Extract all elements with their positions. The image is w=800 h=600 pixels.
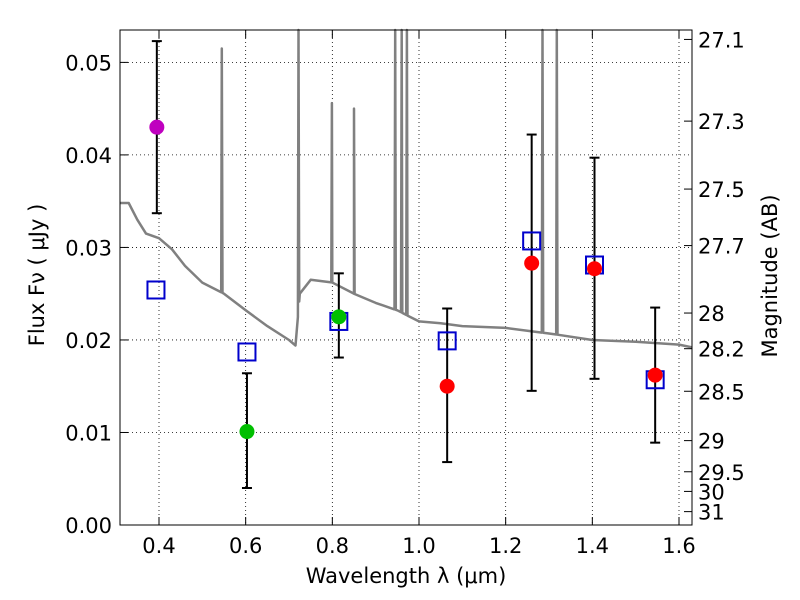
right-tick-label: 28 [698, 302, 725, 326]
observed-point [524, 255, 540, 271]
y-axis-label: Flux Fν ( μJy ) [25, 204, 49, 347]
right-tick-label: 30 [698, 480, 725, 504]
x-tick-label: 0.4 [142, 534, 175, 558]
y-tick-label: 0.04 [65, 144, 112, 168]
x-tick-label: 0.6 [229, 534, 262, 558]
right-tick-label: 28.5 [698, 380, 745, 404]
observed-point [149, 119, 165, 135]
model-photometry-square [146, 280, 166, 300]
observed-point [647, 367, 663, 383]
model-photometry-square [237, 342, 257, 362]
axis-ticks: 0.4 0.6 0.8 1.0 1.2 1.4 1.6 0.00 0.01 0.02 0.03 0.0… [65, 28, 745, 558]
right-tick-label: 29 [698, 430, 725, 454]
observed-point [587, 261, 602, 277]
x-tick-label: 0.8 [316, 534, 349, 558]
observed-point [331, 309, 347, 325]
y-tick-label: 0.03 [65, 236, 112, 260]
right-tick-label: 27.7 [698, 235, 745, 259]
right-tick-label: 27.3 [698, 110, 745, 134]
model-photometry-square [522, 231, 542, 251]
observed-point [239, 424, 255, 440]
right-tick-label: 28.2 [698, 338, 745, 362]
y-tick-label: 0.05 [65, 51, 112, 75]
observed-point [439, 378, 455, 394]
right-tick-label: 29.5 [698, 461, 745, 485]
right-axis-label: Magnitude (AB) [758, 194, 782, 357]
x-tick-label: 1.2 [489, 534, 522, 558]
x-tick-label: 1.0 [402, 534, 435, 558]
plot-frame [119, 29, 693, 526]
x-axis-label: Wavelength λ (μm) [306, 564, 507, 588]
spectrum-line [120, 28, 693, 349]
y-tick-label: 0.02 [65, 329, 112, 353]
x-tick-label: 1.6 [662, 534, 695, 558]
grid [120, 30, 692, 525]
y-tick-label: 0.00 [65, 514, 112, 538]
model-photometry-markers [146, 231, 665, 390]
right-tick-label: 27.1 [698, 28, 745, 52]
right-tick-label: 31 [698, 501, 725, 525]
x-tick-label: 1.4 [576, 534, 609, 558]
model-photometry-square [437, 331, 457, 351]
y-tick-label: 0.01 [65, 421, 112, 445]
observed-markers [149, 119, 663, 440]
model-spectrum [120, 28, 693, 349]
right-tick-label: 27.5 [698, 178, 745, 202]
